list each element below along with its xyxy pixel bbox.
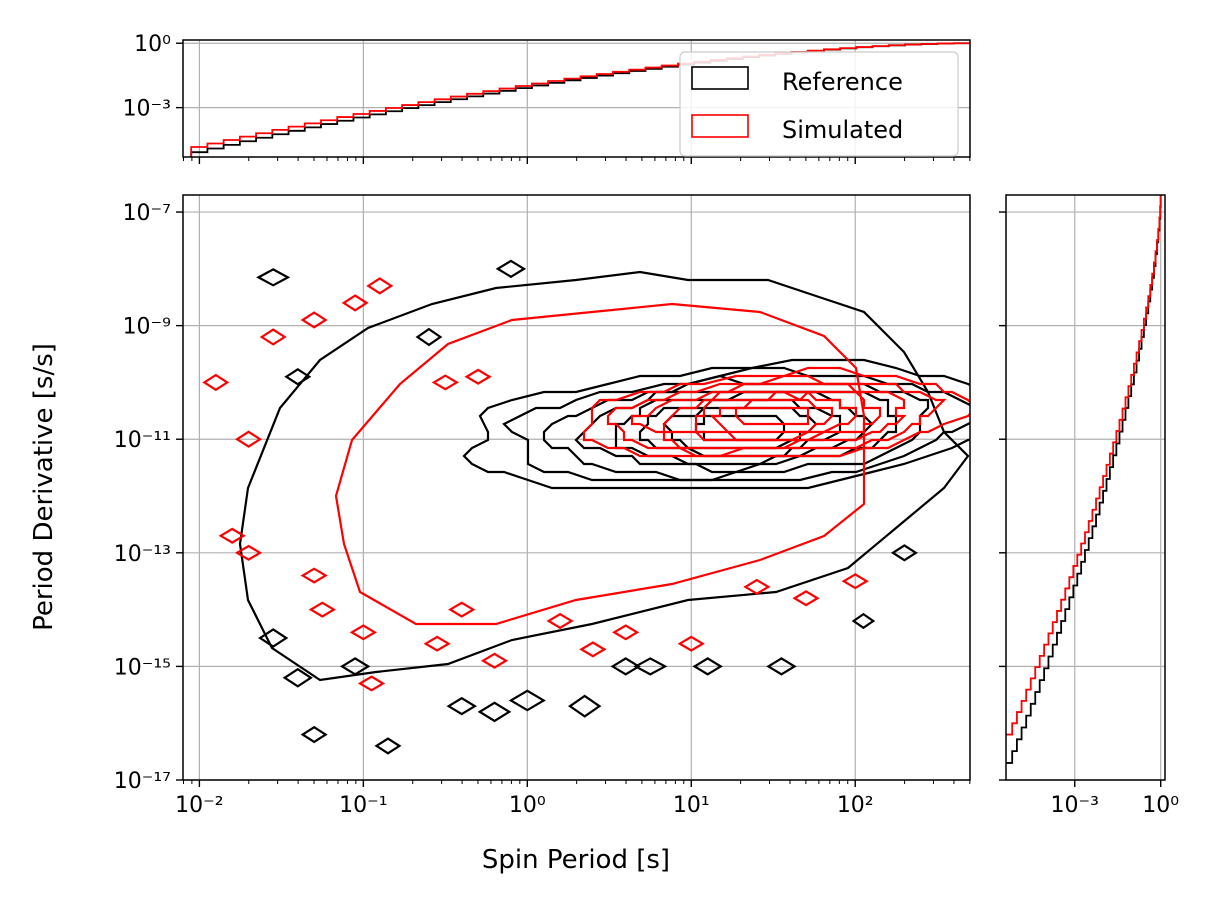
contour-island-reference [477,701,512,723]
main-y-tick-label: 10⁻¹⁷ [114,769,171,794]
contour-island-simulated [480,652,509,669]
contour-island-reference [282,667,313,688]
contour-island-reference [446,696,477,716]
legend: Reference Simulated [679,51,959,157]
main-x-tick-label: 10⁻¹ [339,793,387,818]
main-x-ticks: 10⁻² 10⁻¹ 10⁰ 10¹ 10² [175,780,971,818]
top-step-simulated [190,42,970,157]
contour-level-simulated [709,398,834,434]
contour-island-reference [610,657,641,676]
main-y-tick-label: 10⁻¹¹ [114,428,171,453]
right-plot-frame [1005,194,1166,781]
contour-island-simulated [743,578,771,595]
right-marginal-panel: 10⁻³ 10⁰ [999,194,1179,818]
contour-island-simulated [612,624,640,641]
contour-island-reference [415,327,443,347]
legend-swatch-simulated [691,114,749,138]
contour-island-reference [300,725,328,744]
right-step-reference [1006,195,1162,764]
legend-frame [679,51,959,157]
contour-island-simulated [841,573,869,590]
x-axis-label: Spin Period [s] [482,845,670,875]
y-axis-label: Period Derivative [s/s] [29,343,59,631]
contour-outer-simulated [334,302,866,626]
contour-island-simulated [234,544,263,561]
contour-island-reference [508,689,546,712]
contour-island-simulated [235,430,263,448]
contour-island-simulated [546,612,574,630]
top-y-tick-label: 10⁻³ [123,97,171,122]
contour-island-reference [339,657,371,676]
main-x-tick-label: 10⁰ [509,793,546,818]
contour-island-reference [495,259,527,279]
contour-island-reference [692,657,723,676]
right-x-tick-label: 10⁻³ [1051,793,1099,818]
contour-island-simulated [308,601,336,618]
contour-island-reference [890,544,918,562]
contour-island-simulated [202,373,230,392]
top-step-layer [190,42,970,157]
legend-label-simulated: Simulated [782,116,903,144]
contour-level-reference [662,406,818,450]
legend-swatch-reference [691,66,749,90]
contour-island-reference [284,368,312,386]
contour-level-reference [502,366,970,482]
contour-island-reference [766,657,797,676]
contour-island-simulated [423,635,451,652]
main-y-tick-label: 10⁻¹⁵ [114,655,171,680]
contour-island-simulated [464,368,492,385]
main-contour-panel: 10⁻² 10⁻¹ 10⁰ 10¹ 10² 10⁻¹⁷10⁻¹⁵10⁻¹³10⁻¹¹10… [29,194,971,875]
right-ticks: 10⁻³ 10⁰ [999,211,1179,818]
main-y-tick-label: 10⁻¹³ [114,542,171,567]
top-ticks: 10⁰ 10⁻³ [123,32,971,164]
contour-island-simulated [448,601,476,618]
contour-island-simulated [218,527,246,544]
contour-island-simulated [349,624,377,641]
contour-level-simulated [694,390,858,442]
contour-island-reference [256,268,291,287]
contour-island-reference [258,628,289,648]
right-step-simulated [1006,195,1162,736]
contour-island-simulated [300,567,328,584]
contour-level-simulated [734,406,810,426]
contour-island-simulated [300,311,328,329]
contour-island-simulated [357,675,386,692]
main-x-tick-label: 10² [837,793,874,818]
legend-label-reference: Reference [782,68,903,96]
main-y-tick-label: 10⁻⁹ [123,315,171,340]
contour-island-reference [568,694,602,718]
right-x-tick-label: 10⁰ [1142,793,1179,818]
top-marginal-panel: 10⁰ 10⁻³ Reference Simulated [123,32,971,164]
contour-outer-reference [238,270,970,682]
right-grid [1006,195,1165,781]
main-x-tick-label: 10¹ [673,793,710,818]
contour-island-reference [851,612,876,630]
right-step-layer [1006,195,1162,764]
top-y-tick-label: 10⁰ [134,32,171,57]
contour-level-simulated [630,382,907,450]
main-x-tick-label: 10⁻² [175,793,223,818]
main-y-tick-label: 10⁻⁷ [123,201,171,226]
contour-level-simulated [582,366,970,458]
contour-island-reference [374,737,402,755]
contour-island-simulated [579,641,607,658]
contour-island-simulated [431,374,459,391]
contour-island-simulated [259,328,287,346]
contour-level-simulated [606,374,947,458]
contour-island-simulated [366,277,394,295]
contour-island-reference [633,657,668,676]
main-y-ticks: 10⁻¹⁷ 10⁻¹⁵ 10⁻¹³ 10⁻¹¹ 10⁻⁹ 10⁻⁷ [114,201,183,794]
contour-level-reference [462,358,970,490]
contour-layer [202,259,970,755]
contour-island-simulated [341,294,369,312]
contour-island-simulated [677,635,705,652]
contour-island-simulated [792,590,820,607]
